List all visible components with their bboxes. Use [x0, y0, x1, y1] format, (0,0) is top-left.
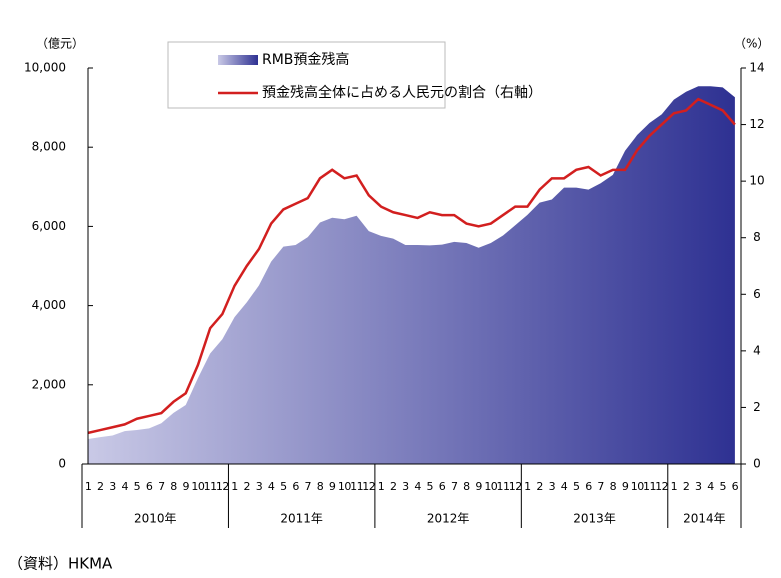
year-label: 2010年	[134, 512, 177, 526]
y2-tick-label: 0	[753, 457, 761, 471]
y-tick-label: 8,000	[32, 140, 66, 154]
x-tick-label: 2	[683, 480, 690, 493]
x-tick-label: 10	[631, 480, 644, 493]
y2-tick-label: 4	[753, 343, 761, 357]
x-tick-label: 4	[414, 480, 421, 493]
y-tick-label: 2,000	[32, 377, 66, 391]
x-tick-label: 6	[585, 480, 592, 493]
x-tick-label: 4	[121, 480, 128, 493]
legend-box	[167, 41, 446, 109]
y2-tick-label: 12	[749, 117, 764, 131]
x-tick-label: 11	[643, 480, 656, 493]
year-label: 2013年	[573, 512, 616, 526]
x-tick-label: 7	[451, 480, 458, 493]
x-tick-label: 2	[536, 480, 543, 493]
x-tick-label: 10	[484, 480, 497, 493]
x-tick-label: 2	[97, 480, 104, 493]
x-tick-label: 6	[292, 480, 299, 493]
legend-label: RMB預金残高	[262, 51, 349, 68]
x-tick-label: 12	[655, 480, 668, 493]
x-tick-label: 12	[216, 480, 229, 493]
x-tick-label: 8	[170, 480, 177, 493]
x-tick-label: 3	[402, 480, 409, 493]
y2-axis-label: （%）	[734, 37, 769, 51]
x-tick-label: 8	[317, 480, 324, 493]
x-tick-label: 7	[158, 480, 165, 493]
x-tick-label: 3	[109, 480, 116, 493]
x-tick-label: 8	[463, 480, 470, 493]
year-label: 2012年	[427, 512, 470, 526]
x-tick-label: 7	[597, 480, 604, 493]
x-tick-label: 3	[549, 480, 556, 493]
x-tick-label: 8	[610, 480, 617, 493]
x-tick-label: 4	[561, 480, 568, 493]
legend-label: 預金残高全体に占める人民元の割合（右軸）	[262, 84, 542, 101]
x-tick-label: 3	[695, 480, 702, 493]
x-tick-label: 10	[338, 480, 351, 493]
y2-tick-label: 10	[749, 174, 764, 188]
year-label: 2014年	[683, 512, 726, 526]
x-tick-label: 4	[707, 480, 714, 493]
x-tick-label: 3	[256, 480, 263, 493]
y-tick-label: 4,000	[32, 298, 66, 312]
y-axis-label: （億元）	[36, 37, 84, 51]
x-tick-label: 6	[732, 480, 739, 493]
x-tick-label: 1	[85, 480, 92, 493]
y-tick-label: 0	[58, 457, 66, 471]
x-tick-label: 9	[475, 480, 482, 493]
x-tick-label: 1	[231, 480, 238, 493]
x-tick-label: 5	[719, 480, 726, 493]
x-tick-label: 1	[378, 480, 385, 493]
year-label: 2011年	[280, 512, 323, 526]
x-tick-label: 5	[280, 480, 287, 493]
deposit-area	[88, 86, 735, 464]
x-tick-label: 7	[305, 480, 312, 493]
y-tick-label: 6,000	[32, 219, 66, 233]
x-tick-label: 2	[390, 480, 397, 493]
y-tick-label: 10,000	[24, 61, 66, 75]
x-tick-label: 9	[329, 480, 336, 493]
x-tick-label: 5	[573, 480, 580, 493]
x-tick-label: 6	[439, 480, 446, 493]
x-tick-label: 11	[204, 480, 217, 493]
y2-tick-label: 2	[753, 400, 761, 414]
y2-tick-label: 6	[753, 287, 761, 301]
source-note: （資料）HKMA	[8, 555, 113, 573]
x-tick-label: 5	[134, 480, 141, 493]
legend-swatch-area	[218, 55, 258, 65]
x-tick-label: 9	[182, 480, 189, 493]
x-tick-label: 5	[427, 480, 434, 493]
x-tick-label: 11	[350, 480, 363, 493]
x-tick-label: 6	[146, 480, 153, 493]
x-tick-label: 1	[524, 480, 531, 493]
x-tick-label: 12	[362, 480, 375, 493]
x-tick-label: 10	[191, 480, 204, 493]
x-tick-label: 9	[622, 480, 629, 493]
x-tick-label: 4	[268, 480, 275, 493]
x-tick-label: 12	[509, 480, 522, 493]
x-tick-label: 1	[671, 480, 678, 493]
y2-tick-label: 14	[749, 61, 764, 75]
x-tick-label: 2	[244, 480, 251, 493]
share-line	[87, 97, 736, 435]
x-tick-label: 11	[497, 480, 510, 493]
y2-tick-label: 8	[753, 230, 761, 244]
